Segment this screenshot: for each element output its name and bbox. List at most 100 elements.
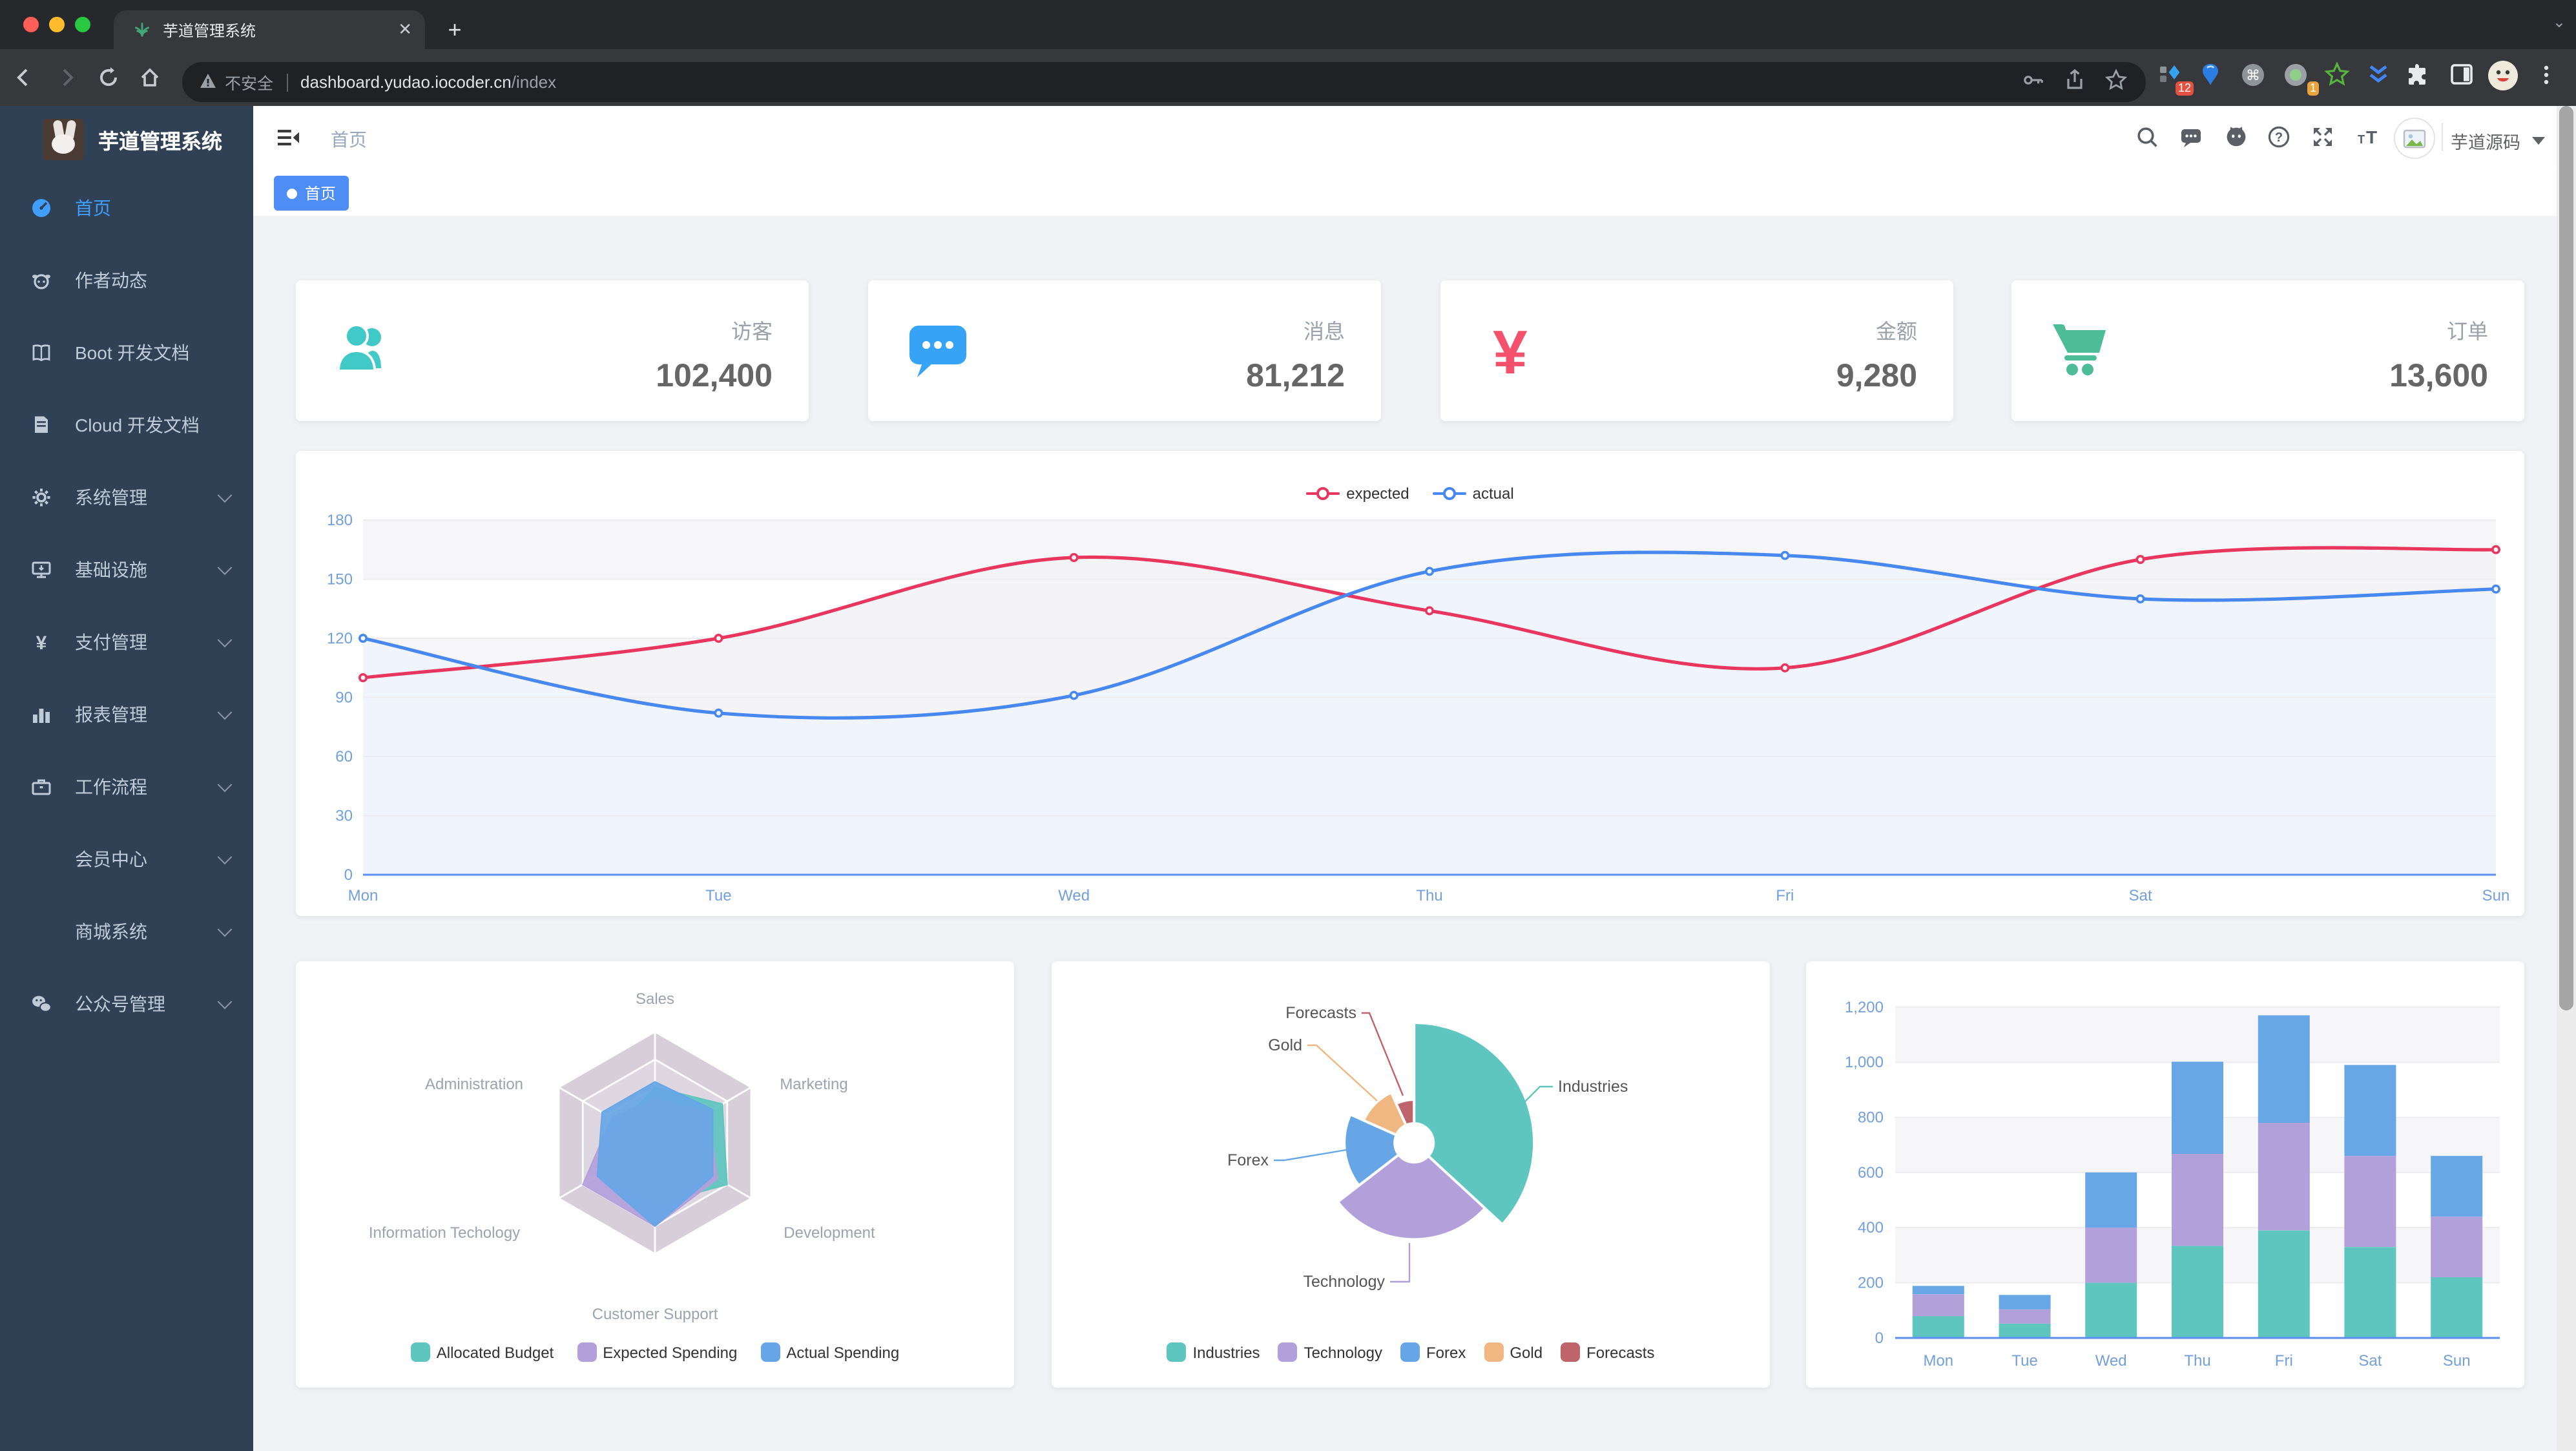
browser-menu-icon[interactable]	[2536, 65, 2564, 93]
bookmark-star-icon[interactable]	[2104, 68, 2128, 96]
people-group-icon	[332, 317, 399, 384]
sidebar-item-2[interactable]: 作者动态	[0, 244, 253, 317]
legend-marker	[1306, 487, 1340, 501]
tab-close-icon[interactable]: ✕	[398, 19, 412, 39]
stat-card-label: 金额	[1875, 322, 1917, 344]
line-chart: 0 30 60 90 120 150 180 Mon Tue Wed Thu Fri Sat Sun	[296, 451, 2524, 923]
extension-star-icon[interactable]	[2324, 61, 2353, 90]
sidebar-item-label: 作者动态	[75, 270, 147, 291]
sidebar-item-1[interactable]: 首页	[0, 172, 253, 244]
legend-item-actual-spending[interactable]: Actual Spending	[760, 1342, 899, 1362]
forward-icon[interactable]	[56, 66, 79, 89]
stat-card-value: 102,400	[656, 358, 773, 394]
sidebar-logo[interactable]: 芋道管理系统	[0, 114, 253, 165]
stat-card-3[interactable]: ¥ 金额 9,280	[1440, 280, 1953, 421]
stat-card-4[interactable]: 订单 13,600	[2011, 280, 2524, 421]
legend-swatch	[1484, 1342, 1504, 1362]
url-bar[interactable]: 不安全 dashboard.yudao.iocoder.cn /index	[182, 62, 2146, 102]
legend-item-industries[interactable]: Industries	[1167, 1342, 1260, 1362]
svg-text:⌘: ⌘	[2246, 67, 2260, 83]
share-icon[interactable]	[2063, 68, 2086, 96]
legend-item-gold[interactable]: Gold	[1484, 1342, 1542, 1362]
wechat-icon	[31, 994, 52, 1014]
collapse-sidebar-icon[interactable]	[278, 127, 300, 149]
legend-label: expected	[1346, 485, 1409, 503]
tag-home[interactable]: 首页	[274, 176, 349, 211]
page-scrollbar[interactable]	[2557, 106, 2576, 1451]
minimize-window-button[interactable]	[49, 17, 65, 32]
breadcrumb: 首页	[331, 129, 367, 150]
extension-command-icon[interactable]: ⌘	[2240, 62, 2269, 90]
scrollbar-thumb[interactable]	[2559, 106, 2573, 1010]
radar-chart-panel: Sales Administration Information Techology…	[296, 961, 1014, 1388]
user-name[interactable]: 芋道源码	[2451, 133, 2520, 152]
sidebar-item-label: 基础设施	[75, 559, 147, 580]
close-window-button[interactable]	[23, 17, 39, 32]
tag-label: 首页	[305, 185, 337, 203]
stat-card-2[interactable]: 消息 81,212	[868, 280, 1381, 421]
tags-view: 首页	[253, 169, 2557, 217]
fullscreen-icon[interactable]	[2311, 125, 2334, 149]
sidebar-item-12[interactable]: 公众号管理	[0, 968, 253, 1040]
reload-icon[interactable]	[97, 66, 120, 89]
legend-item-forex[interactable]: Forex	[1400, 1342, 1466, 1362]
github-icon[interactable]	[2225, 125, 2248, 149]
gear-icon	[31, 487, 52, 508]
message-icon[interactable]	[2179, 125, 2203, 149]
svg-text:120: 120	[327, 630, 353, 647]
legend-label: Forecasts	[1586, 1343, 1655, 1361]
extension-diamond-icon[interactable]: 12	[2157, 62, 2194, 96]
svg-text:Thu: Thu	[2184, 1352, 2210, 1370]
svg-text:T: T	[2366, 127, 2377, 147]
sidebar-item-3[interactable]: Boot 开发文档	[0, 317, 253, 389]
side-panel-icon[interactable]	[2449, 62, 2478, 90]
legend-label: Technology	[1304, 1343, 1382, 1361]
sidebar-item-4[interactable]: Cloud 开发文档	[0, 389, 253, 461]
new-tab-button[interactable]: +	[448, 17, 462, 43]
document-icon	[31, 415, 52, 435]
user-dropdown-caret-icon[interactable]	[2532, 137, 2545, 145]
legend-item-expected-spending[interactable]: Expected Spending	[577, 1342, 737, 1362]
stat-card-value: 81,212	[1246, 358, 1345, 394]
extension-balloon-icon[interactable]	[2197, 62, 2226, 90]
sidebar-item-label: 商城系统	[75, 921, 147, 942]
svg-text:Fri: Fri	[2275, 1352, 2293, 1370]
sidebar-item-10[interactable]: 会员中心	[0, 823, 253, 895]
extension-camera-icon[interactable]: 1	[2283, 62, 2319, 96]
legend-item-expected[interactable]: expected	[1306, 485, 1409, 503]
sidebar-item-7[interactable]: ¥ 支付管理	[0, 606, 253, 678]
sidebar-item-label: Cloud 开发文档	[75, 415, 200, 435]
sidebar-item-8[interactable]: 报表管理	[0, 678, 253, 751]
sidebar-item-6[interactable]: 基础设施	[0, 534, 253, 606]
tab-search-icon[interactable]: ⌄	[2552, 13, 2566, 31]
briefcase-icon	[31, 777, 52, 797]
legend-item-allocated-budget[interactable]: Allocated Budget	[410, 1342, 554, 1362]
sidebar-item-11[interactable]: 商城系统	[0, 895, 253, 968]
extensions-puzzle-icon[interactable]	[2405, 62, 2434, 90]
extension-chevrons-icon[interactable]	[2365, 62, 2394, 90]
sidebar-item-9[interactable]: 工作流程	[0, 751, 253, 823]
cart-icon	[2048, 317, 2115, 384]
browser-tab[interactable]: 芋道管理系统 ✕	[114, 10, 425, 49]
legend-marker	[1432, 487, 1466, 501]
user-avatar[interactable]	[2394, 118, 2435, 159]
home-icon[interactable]	[138, 66, 161, 89]
maximize-window-button[interactable]	[75, 17, 90, 32]
sidebar-item-label: 报表管理	[75, 704, 147, 725]
legend-item-forecasts[interactable]: Forecasts	[1561, 1342, 1654, 1362]
legend-item-technology[interactable]: Technology	[1278, 1342, 1382, 1362]
stat-card-1[interactable]: 访客 102,400	[296, 280, 809, 421]
search-icon[interactable]	[2135, 125, 2159, 149]
sidebar-item-5[interactable]: 系统管理	[0, 461, 253, 534]
profile-avatar[interactable]	[2487, 59, 2518, 90]
password-key-icon[interactable]	[2022, 68, 2045, 96]
svg-text:400: 400	[1858, 1219, 1884, 1237]
back-icon[interactable]	[12, 66, 35, 89]
legend-item-actual[interactable]: actual	[1432, 485, 1514, 503]
divider	[2442, 123, 2443, 151]
yen-icon: ¥	[1477, 317, 1544, 387]
question-icon[interactable]: ?	[2267, 125, 2290, 149]
not-secure-warning-icon	[199, 72, 217, 92]
